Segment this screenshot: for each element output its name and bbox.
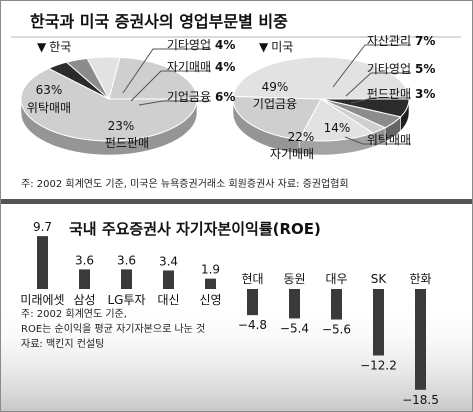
triangle-marker-icon: ▼ (259, 40, 269, 54)
slice-name-label: 위탁매매 (27, 101, 71, 115)
slice-name-label: 펀드판매 (367, 87, 411, 101)
pie-korea (20, 56, 198, 156)
roe-bar-chart: 9.7 미래에셋 3.6 삼성 3.6 LG투자 3.4 대신 1.9 신영 −4.8 현대 −5.4 동… (20, 220, 438, 407)
bar-value-label: 3.4 (159, 254, 178, 268)
slice-value-label: 23% (108, 119, 135, 133)
bar (331, 289, 342, 320)
leader-line (130, 70, 211, 102)
slice-value-label: 22% (288, 130, 315, 144)
slice-name-label: 기타영업 (367, 62, 411, 76)
slice-name-label: 기업금융 (167, 90, 211, 104)
bar-category-label: 대신 (157, 293, 179, 307)
bar-category-label: 한화 (409, 272, 431, 286)
leader-line (122, 48, 211, 94)
bar (121, 269, 132, 289)
pie-korea-labels: 63% 위탁매매 기타영업 4% 자기매매 4% 기업금융 6% 23% 펀드판… (27, 38, 235, 150)
pie-source-note: 주: 2002 회계연도 기준, 미국은 뉴욕증권거래소 회원증권사 자료: 증… (21, 177, 349, 190)
bar (163, 270, 174, 289)
slice-value-label: 63% (36, 83, 63, 97)
bar-title: 국내 주요증권사 자기자본이익률(ROE) (69, 220, 321, 238)
pie-title: 한국과 미국 증권사의 영업부문별 비중 (30, 12, 288, 31)
note-line: 주: 2002 회계연도 기준, (21, 308, 127, 320)
bar-category-label: 동원 (283, 272, 305, 286)
bar-value-label: 1.9 (201, 263, 220, 277)
slice-name-label: 위탁매매 (367, 133, 411, 147)
bar-source-note: 주: 2002 회계연도 기준, ROE는 순이익을 평균 자기자본으로 나눈 … (21, 308, 205, 350)
bar-category-label: 현대 (241, 272, 263, 286)
bar (373, 289, 384, 356)
leader-line (138, 100, 211, 106)
bar-value-label: −12.2 (360, 358, 397, 372)
bar-category-label: 미래에셋 (20, 293, 64, 307)
note-line: 자료: 맥킨지 컨설팅 (21, 338, 104, 350)
leader-line (345, 72, 411, 97)
pie-slice (232, 95, 322, 141)
slice-name-label: 기타영업 (167, 38, 211, 52)
slice-value-label: 4% (215, 38, 235, 52)
bar (289, 289, 300, 319)
bar-category-label: 삼성 (73, 293, 95, 307)
slice-value-label: 14% (324, 121, 351, 135)
triangle-marker-icon: ▼ (37, 40, 47, 54)
section-divider (1, 199, 472, 204)
slice-name-label: 자산관리 (367, 34, 411, 48)
bar (37, 236, 48, 289)
bar-value-label: 9.7 (33, 220, 52, 234)
bar (415, 289, 426, 390)
pie-panel-title-us: ▼ 미국 (259, 40, 293, 54)
note-line: ROE는 순이익을 평균 자기자본으로 나눈 것 (21, 323, 205, 335)
slice-name-label: 자기매매 (167, 60, 211, 74)
slice-value-label: 49% (262, 80, 289, 94)
leader-lines (122, 44, 411, 145)
bar-category-label: LG투자 (107, 293, 145, 307)
slice-value-label: 4% (215, 60, 235, 74)
bar (247, 289, 258, 316)
slice-value-label: 3% (415, 87, 435, 101)
pie-us (232, 56, 410, 156)
background-shade (1, 301, 472, 411)
pie-panel-title-korea: ▼ 한국 (37, 40, 71, 54)
bar-category-label: 대우 (325, 272, 347, 286)
bar-value-label: −5.6 (322, 323, 351, 337)
pie-slice (298, 98, 374, 142)
bar-value-label: −4.8 (238, 318, 267, 332)
leader-line (350, 97, 411, 104)
slice-name-label: 펀드판매 (105, 136, 149, 150)
bar-value-label: −5.4 (280, 321, 309, 335)
slice-value-label: 5% (415, 62, 435, 76)
bar (205, 278, 216, 289)
slice-value-label: 6% (215, 90, 235, 104)
pie-us-labels: 자산관리 7% 기타영업 5% 펀드판매 3% 14% 위탁매매 22% 자기매… (253, 34, 435, 161)
slice-name-label: 자기매매 (270, 147, 314, 161)
leader-line (344, 136, 411, 145)
pie-slice (20, 67, 198, 142)
leader-line (332, 44, 411, 88)
bar-value-label: 3.6 (117, 253, 136, 267)
slice-value-label: 7% (415, 34, 435, 48)
bar (79, 269, 90, 289)
bar-value-label: −18.5 (402, 393, 439, 407)
slice-name-label: 기업금융 (253, 97, 297, 111)
bar-category-label: 신영 (199, 293, 221, 307)
pie-slice (232, 56, 410, 100)
bar-value-label: 3.6 (75, 253, 94, 267)
bar-category-label: SK (371, 272, 388, 286)
